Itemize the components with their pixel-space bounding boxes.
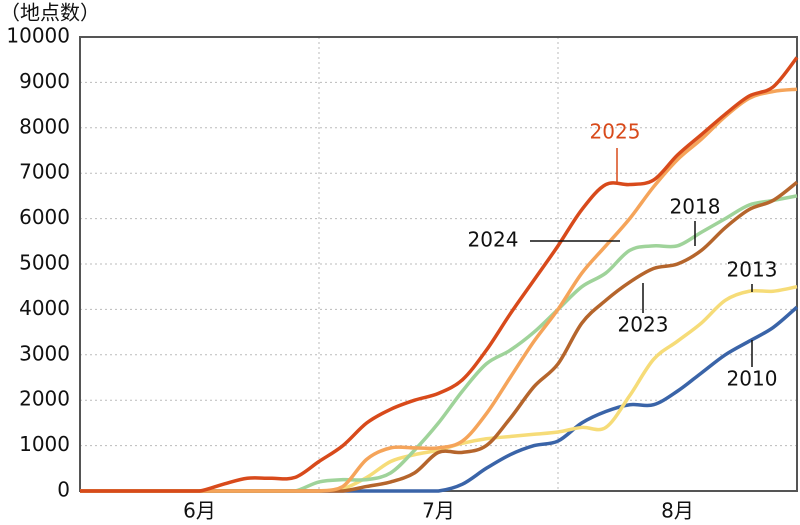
y-axis-label: （地点数） — [0, 1, 100, 25]
y-tick-label: 10000 — [6, 24, 70, 48]
y-tick-label: 4000 — [19, 296, 70, 320]
series-line — [79, 87, 798, 493]
y-tick-label: 2000 — [19, 387, 70, 411]
series-label: 2024 — [468, 228, 519, 252]
y-tick-label: 0 — [57, 478, 70, 502]
series-label: 2018 — [670, 195, 721, 219]
y-tick-label: 5000 — [19, 251, 70, 275]
y-tick-label: 3000 — [19, 341, 70, 365]
series-line — [79, 180, 799, 493]
y-tick-label: 7000 — [19, 160, 70, 184]
series-label: 2023 — [618, 313, 669, 337]
x-tick-label: 7月 — [422, 499, 455, 523]
series-label: 2010 — [727, 367, 778, 391]
series-label: 2013 — [727, 258, 778, 282]
series-line — [79, 284, 798, 493]
series-line — [79, 56, 799, 493]
y-tick-label: 9000 — [19, 69, 70, 93]
x-tick-label: 8月 — [661, 499, 694, 523]
y-tick-label: 8000 — [19, 114, 70, 138]
series-line — [79, 305, 799, 493]
y-tick-label: 6000 — [19, 205, 70, 229]
y-tick-label: 1000 — [19, 432, 70, 456]
series-label: 2025 — [590, 120, 641, 144]
x-tick-label: 6月 — [183, 499, 216, 523]
